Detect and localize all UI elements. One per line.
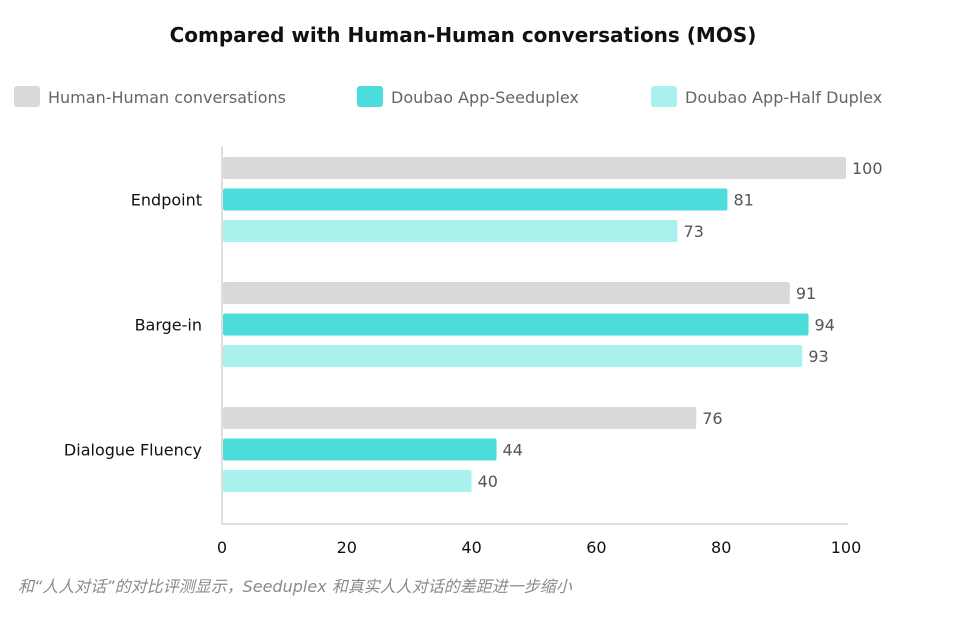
legend-swatch-3 xyxy=(651,86,677,107)
x-tick-label-20: 20 xyxy=(337,538,357,557)
bar-2-2 xyxy=(223,313,809,336)
x-tick-label-100: 100 xyxy=(831,538,862,557)
category-label-1: Endpoint xyxy=(131,191,202,210)
bar-1-2 xyxy=(223,188,728,211)
data-label-1-1: 100 xyxy=(852,159,883,178)
data-label-3-3: 40 xyxy=(478,472,498,491)
bar-1-3 xyxy=(223,220,678,242)
x-tick-label-0: 0 xyxy=(217,538,227,557)
data-label-1-3: 73 xyxy=(684,222,704,241)
bar-2-3 xyxy=(223,345,803,367)
legend-label-3: Doubao App-Half Duplex xyxy=(685,88,882,107)
x-tick-label-80: 80 xyxy=(711,538,731,557)
data-label-2-1: 91 xyxy=(796,284,816,303)
data-label-3-2: 44 xyxy=(503,441,523,460)
bar-2-1 xyxy=(223,282,790,304)
data-label-1-2: 81 xyxy=(733,191,753,210)
data-label-2-2: 94 xyxy=(815,316,835,335)
category-label-3: Dialogue Fluency xyxy=(64,441,202,460)
legend-swatch-1 xyxy=(14,86,40,107)
bar-3-2 xyxy=(223,438,497,461)
x-tick-label-60: 60 xyxy=(586,538,606,557)
data-label-2-3: 93 xyxy=(808,347,828,366)
category-label-2: Barge-in xyxy=(135,316,202,335)
legend-label-2: Doubao App-Seeduplex xyxy=(391,88,579,107)
bar-1-1 xyxy=(223,157,846,179)
bar-3-1 xyxy=(223,407,697,429)
legend-label-1: Human-Human conversations xyxy=(48,88,286,107)
x-tick-label-40: 40 xyxy=(461,538,481,557)
figure-caption: 和“人人对话”的对比评测显示，Seeduplex 和真实人人对话的差距进一步缩小 xyxy=(18,577,572,596)
data-label-3-1: 76 xyxy=(702,409,722,428)
bar-3-3 xyxy=(223,470,472,492)
legend-swatch-2 xyxy=(357,86,383,107)
chart-title: Compared with Human-Human conversations … xyxy=(170,23,757,47)
